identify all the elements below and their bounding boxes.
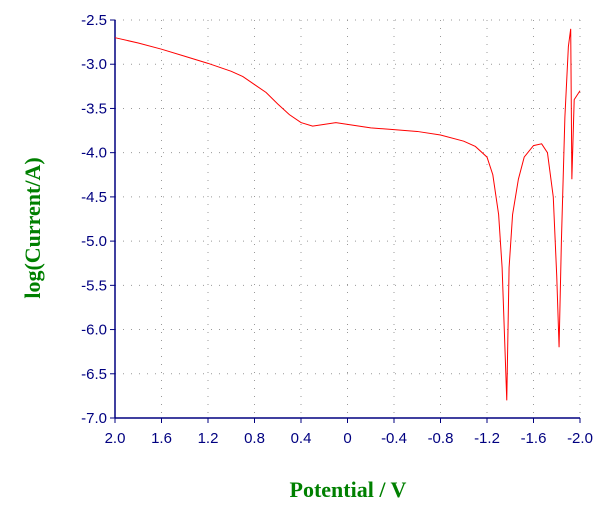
y-tick-label: -6.5 <box>81 366 107 383</box>
x-axis-title: Potential / V <box>290 477 407 502</box>
x-tick-label: -1.2 <box>474 430 500 447</box>
x-tick-label: -0.4 <box>381 430 407 447</box>
x-tick-label: -1.6 <box>521 430 547 447</box>
x-tick-label: 0 <box>343 430 351 447</box>
x-tick-label: 0.4 <box>291 430 312 447</box>
data-line <box>114 28 581 401</box>
y-tick-label: -4.5 <box>81 189 107 206</box>
x-tick-label: -0.8 <box>428 430 454 447</box>
y-tick-label: -3.5 <box>81 100 107 117</box>
x-tick-label: -2.0 <box>567 430 593 447</box>
y-tick-label: -5.0 <box>81 233 107 250</box>
y-axis-title: log(Current/A) <box>20 157 45 298</box>
y-tick-label: -6.0 <box>81 322 107 339</box>
y-tick-label: -2.5 <box>81 12 107 29</box>
x-tick-label: 1.2 <box>198 430 219 447</box>
x-tick-label: 0.8 <box>244 430 265 447</box>
y-tick-label: -5.5 <box>81 277 107 294</box>
y-tick-label: -4.0 <box>81 145 107 162</box>
x-tick-label: 2.0 <box>105 430 126 447</box>
y-tick-label: -3.0 <box>81 56 107 73</box>
y-tick-label: -7.0 <box>81 410 107 427</box>
x-tick-label: 1.6 <box>151 430 172 447</box>
